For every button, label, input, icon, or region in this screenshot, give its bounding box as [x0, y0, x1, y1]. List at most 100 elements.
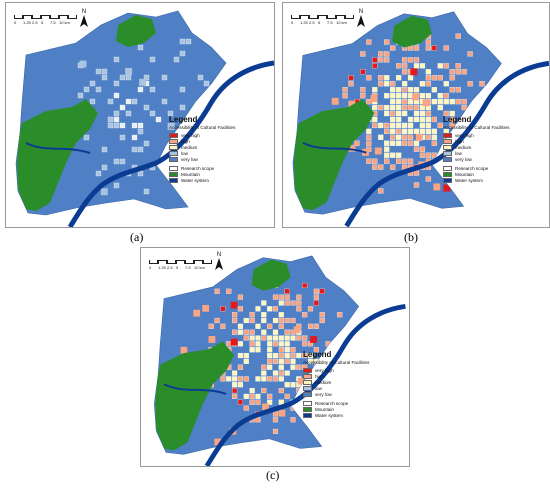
legend-label: medium [455, 144, 472, 150]
north-label: N [216, 252, 222, 258]
legend-swatch [443, 156, 452, 162]
grid-cell [384, 146, 390, 152]
grid-cell [161, 98, 168, 105]
grid-cell [366, 134, 372, 140]
grid-cell [390, 116, 396, 123]
grid-cell [272, 358, 279, 364]
grid-cell [296, 294, 302, 300]
grid-cell [220, 323, 226, 329]
grid-cell [390, 140, 396, 146]
grid-cell [261, 387, 267, 394]
grid-cell [390, 152, 396, 158]
grid-cell [431, 45, 437, 51]
grid-cell [449, 98, 455, 105]
grid-cell [113, 80, 120, 87]
grid-cell [278, 323, 284, 329]
grid-cell [290, 417, 296, 423]
grid-cell [384, 158, 390, 164]
grid-cell [278, 335, 284, 341]
grid-cell [449, 110, 455, 117]
grid-cell [278, 409, 286, 417]
grid-cell [261, 335, 267, 341]
grid-cell [384, 93, 390, 99]
grid-cell [214, 438, 222, 446]
legend-swatch [169, 165, 178, 171]
river [67, 60, 274, 227]
grid-cell [407, 98, 414, 105]
grid-cell [293, 326, 301, 334]
grid-cell [226, 341, 232, 347]
grid-cell [437, 75, 443, 81]
scale-label: 2.5 [32, 20, 38, 25]
grid-cell [396, 63, 402, 69]
grid-cell [407, 128, 414, 135]
grid-cell [243, 405, 249, 411]
grid-cell [161, 74, 168, 81]
grid-cell [384, 39, 390, 45]
north-arrow-icon [357, 15, 365, 27]
grid-cell [249, 329, 255, 335]
grid-cell [396, 75, 402, 81]
map-c [154, 255, 406, 466]
legend-swatch [169, 144, 178, 150]
grid-cell [167, 122, 175, 130]
grid-cell [407, 134, 414, 140]
grid-cell [390, 45, 396, 51]
grid-cell [449, 75, 455, 81]
grid-cell [131, 146, 138, 153]
grid-cell [261, 370, 267, 376]
grid-cell [431, 75, 437, 81]
grid-cell [131, 98, 138, 105]
grid-cell [232, 382, 238, 388]
north-arrow: N [215, 252, 223, 272]
grid-cell [431, 98, 437, 105]
mountain-area [155, 341, 235, 451]
scale-label: 7.5 [327, 20, 333, 25]
grid-cell [413, 63, 420, 69]
grid-cell [425, 122, 432, 129]
grid-cell [208, 323, 214, 329]
grid-cell [296, 352, 302, 359]
grid-cell [119, 74, 126, 81]
scale-label: 5 [176, 265, 179, 270]
grid-cell [272, 352, 279, 359]
grid-cell [290, 335, 296, 341]
grid-cell [95, 170, 102, 177]
grid-cell [360, 93, 366, 99]
grid-cell [202, 304, 210, 312]
grid-cell [378, 51, 384, 57]
legend-label: very high [455, 132, 474, 138]
grid-cell [95, 86, 102, 93]
grid-cell [384, 122, 390, 129]
grid-cell [407, 116, 414, 123]
grid-cell [390, 81, 396, 87]
legend-label: high [455, 138, 464, 144]
grid-cell [278, 312, 284, 318]
grid-cell [419, 93, 426, 99]
grid-cell [125, 98, 132, 105]
map-b [292, 11, 549, 227]
grid-cell [193, 309, 201, 317]
grid-cell [143, 104, 150, 111]
river [25, 142, 91, 154]
grid-cell [342, 93, 348, 99]
grid-cell [267, 364, 273, 370]
grid-cell [143, 188, 150, 195]
grid-cell [296, 300, 302, 306]
grid-cell [378, 164, 384, 170]
grid-cell [390, 164, 396, 170]
grid-cell [378, 134, 384, 140]
grid-cell [372, 57, 378, 63]
grid-cell [372, 164, 378, 170]
grid-cell [249, 393, 255, 399]
grid-cell [290, 382, 296, 388]
grid-cell [249, 347, 255, 353]
map-a [15, 10, 274, 227]
grid-cell [378, 188, 384, 194]
grid-cell [401, 87, 408, 93]
grid-cell [278, 376, 284, 382]
grid-cell [296, 364, 302, 370]
grid-cell [407, 104, 414, 111]
grid-cell [449, 87, 455, 93]
legend-swatch [303, 379, 312, 385]
